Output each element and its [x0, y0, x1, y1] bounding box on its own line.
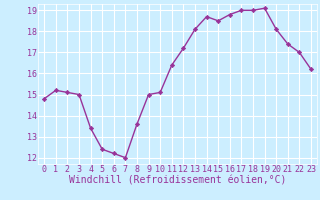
X-axis label: Windchill (Refroidissement éolien,°C): Windchill (Refroidissement éolien,°C)	[69, 176, 286, 186]
